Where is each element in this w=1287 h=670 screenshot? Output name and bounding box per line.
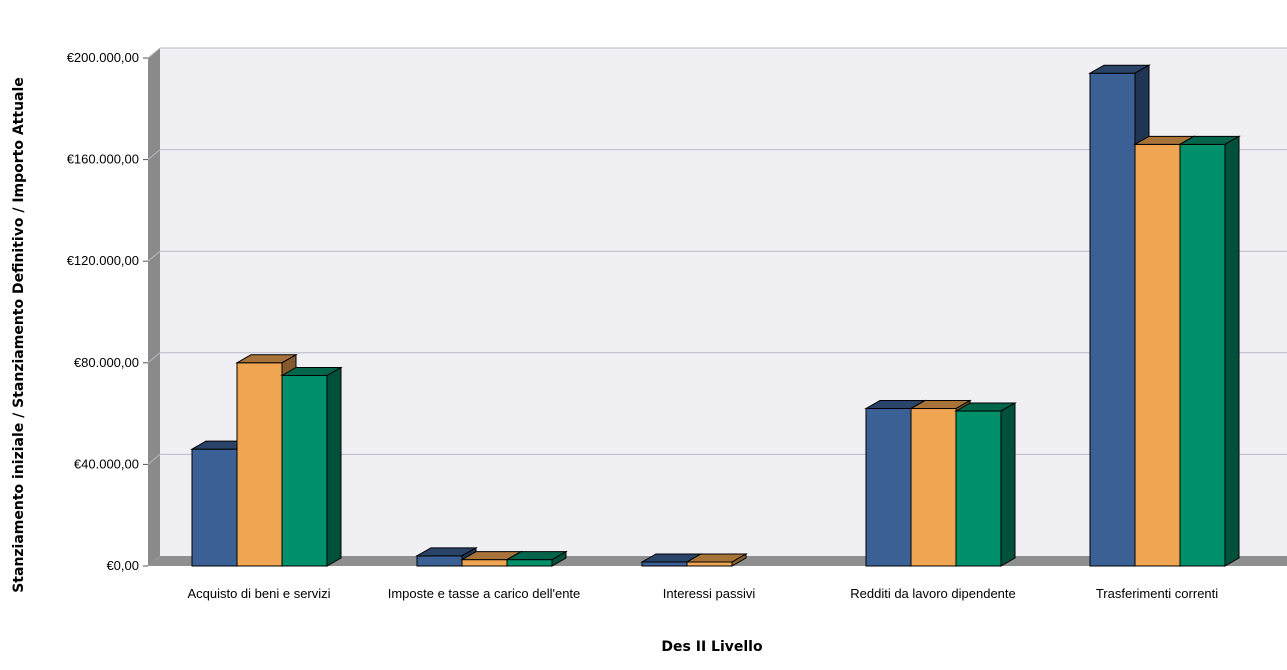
x-category-label: Acquisto di beni e servizi xyxy=(187,586,330,601)
bar-front xyxy=(506,559,553,567)
grid-line-diagonal xyxy=(147,352,161,364)
bar-side xyxy=(551,550,567,567)
bar-front xyxy=(686,561,733,567)
bar-front xyxy=(191,448,238,567)
bar-front xyxy=(1179,143,1226,567)
bar-front xyxy=(910,408,957,567)
grid-line-diagonal xyxy=(147,149,161,160)
bars xyxy=(190,64,1241,567)
y-tick-label: €40.000,00 xyxy=(74,456,139,471)
x-category-label: Redditi da lavoro dipendente xyxy=(850,586,1016,601)
bar-front xyxy=(236,362,283,567)
bar-front xyxy=(1134,143,1181,567)
grid-line-diagonal xyxy=(147,454,161,465)
x-axis-label: Des II Livello xyxy=(661,639,763,655)
bar-front xyxy=(416,555,463,567)
x-axis-categories: Acquisto di beni e servizi Imposte e tass… xyxy=(187,586,1218,601)
x-category-label: Imposte e tasse a carico dell'ente xyxy=(388,586,581,601)
bar-front xyxy=(461,559,508,567)
y-tick-label: €200.000,00 xyxy=(67,50,139,65)
bar-side xyxy=(326,366,342,567)
bar-front xyxy=(281,375,328,567)
y-tick-label: €80.000,00 xyxy=(74,355,139,370)
bar-side xyxy=(1000,402,1016,567)
bar-front xyxy=(955,410,1002,567)
x-category-label: Trasferimenti correnti xyxy=(1096,586,1218,601)
y-tick-label: €120.000,00 xyxy=(67,253,139,268)
bar-front xyxy=(641,561,688,567)
bar-front xyxy=(865,408,912,567)
grid-line-diagonal xyxy=(147,47,161,59)
bar-side xyxy=(731,553,747,567)
y-axis-label: Stanziamento iniziale / Stanziamento Def… xyxy=(11,77,27,593)
plot-side-wall xyxy=(148,48,160,566)
grid-line-diagonal xyxy=(147,250,161,262)
bar-side xyxy=(1224,135,1240,567)
y-tick-label: €0,00 xyxy=(106,558,139,573)
y-tick-label: €160.000,00 xyxy=(67,152,139,167)
y-axis-ticks: €0,00 €40.000,00 €80.000,00 €120.000,00 €160… xyxy=(67,50,148,573)
x-category-label: Interessi passivi xyxy=(663,586,756,601)
bar-front xyxy=(1089,72,1136,567)
